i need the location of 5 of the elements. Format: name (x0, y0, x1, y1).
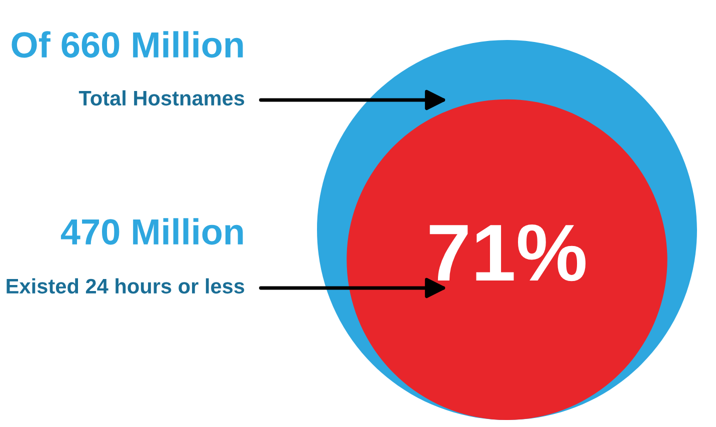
text: 71% (430, 224, 586, 282)
data-label: 470 Million (60, 218, 243, 245)
category-label: Total Hostnames (78, 90, 244, 106)
category-label: Existed 24 hours or less (6, 278, 244, 294)
data-label: Of 660 Million (12, 31, 243, 58)
